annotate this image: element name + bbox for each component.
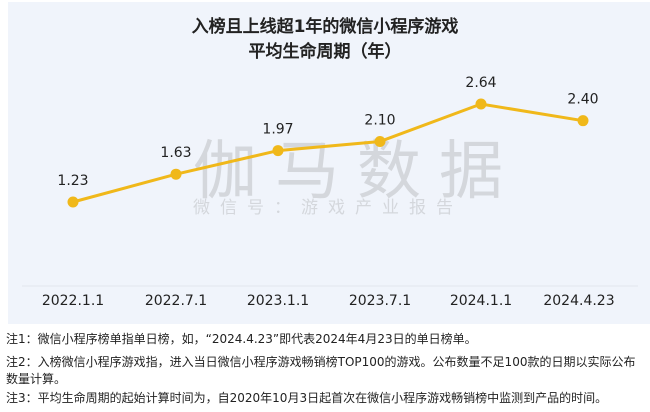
data-point: [577, 115, 589, 127]
x-tick-label: 2024.1.1: [449, 293, 513, 309]
data-point: [67, 196, 79, 208]
data-label: 1.63: [160, 145, 191, 161]
data-label: 1.97: [262, 122, 293, 138]
data-point: [170, 168, 182, 180]
data-label: 1.23: [57, 173, 88, 189]
data-point: [475, 98, 487, 110]
chart-title-line1: 入榜且上线超1年的微信小程序游戏: [191, 17, 459, 37]
data-label: 2.10: [364, 113, 395, 129]
series-line: [72, 102, 584, 204]
note-1: 注1：微信小程序榜单指单日榜，如，“2024.4.23”即代表2024年4月23…: [6, 332, 477, 346]
data-label: 2.64: [465, 75, 496, 91]
data-point: [272, 145, 284, 157]
note-3: 注3：平均生命周期的起始计算时间为，自2020年10月3日起首次在微信小程序游戏…: [6, 391, 608, 405]
watermark-sub: 微信号：游戏产业报告: [193, 198, 463, 218]
watermark-main: 伽马数据: [193, 135, 521, 209]
x-tick-label: 2023.7.1: [348, 293, 412, 309]
chart-title-line2: 平均生命周期（年）: [248, 42, 402, 62]
x-tick-label: 2023.1.1: [246, 293, 310, 309]
data-point: [374, 136, 386, 148]
x-tick-label: 2022.1.1: [41, 293, 105, 309]
x-tick-label: 2022.7.1: [144, 293, 208, 309]
note-2: 注2：入榜微信小程序游戏指，进入当日微信小程序游戏畅销榜TOP100的游戏。公布…: [6, 355, 636, 386]
data-label: 2.40: [567, 92, 598, 108]
chart-panel: [8, 2, 650, 324]
x-tick-label: 2024.4.23: [543, 293, 615, 309]
